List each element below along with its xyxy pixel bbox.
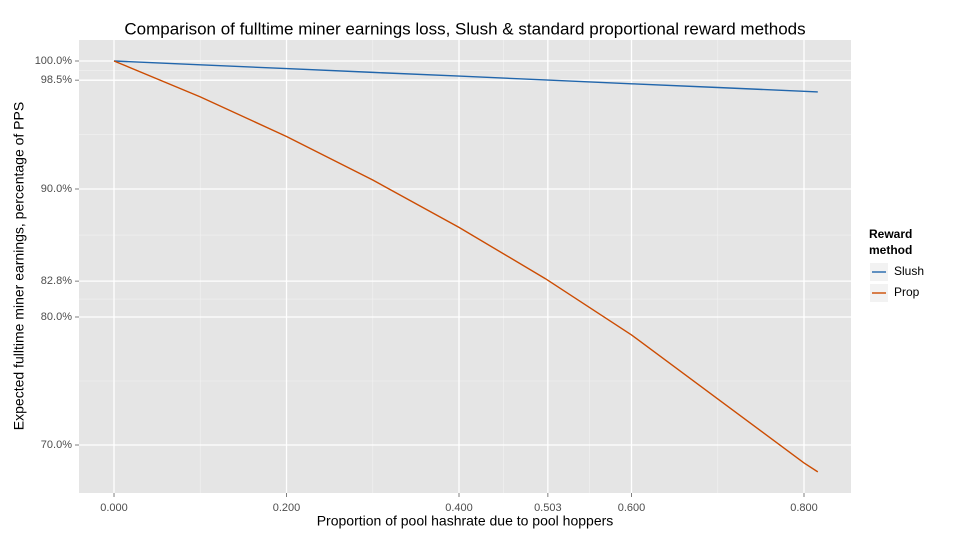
series-line xyxy=(113,60,818,93)
x-tick-label: 0.200 xyxy=(273,502,301,514)
y-tick-label: 98.5% xyxy=(41,74,72,86)
x-tick-label: 0.000 xyxy=(100,502,128,514)
legend-label: Slush xyxy=(894,264,924,278)
y-tick-label: 100.0% xyxy=(35,55,73,67)
legend-title-box: Reward method xyxy=(869,227,913,257)
series-line xyxy=(113,60,819,473)
x-tick-label: 0.600 xyxy=(618,502,646,514)
grid: 0.000 0.200 0.400 0.503 0.600 0.800 70.0% 80.0%… xyxy=(35,40,851,514)
legend-title: Reward method xyxy=(869,227,913,257)
x-tick-label: 0.400 xyxy=(445,502,473,514)
chart-title: Comparison of fulltime miner earnings lo… xyxy=(124,19,805,38)
y-axis-title: Expected fulltime miner earnings, percen… xyxy=(11,102,27,430)
x-tick-label: 0.800 xyxy=(790,502,818,514)
x-tick-label: 0.503 xyxy=(534,502,562,514)
plot-panel xyxy=(79,40,851,493)
lines xyxy=(113,60,819,473)
legend: Slush Prop xyxy=(870,263,924,302)
y-tick-label: 80.0% xyxy=(41,311,72,323)
y-tick-label: 70.0% xyxy=(41,439,72,451)
y-tick-label: 90.0% xyxy=(41,183,72,195)
y-tick-label: 82.8% xyxy=(41,275,72,287)
legend-label: Prop xyxy=(894,285,920,299)
x-axis-title: Proportion of pool hashrate due to pool … xyxy=(317,513,614,529)
